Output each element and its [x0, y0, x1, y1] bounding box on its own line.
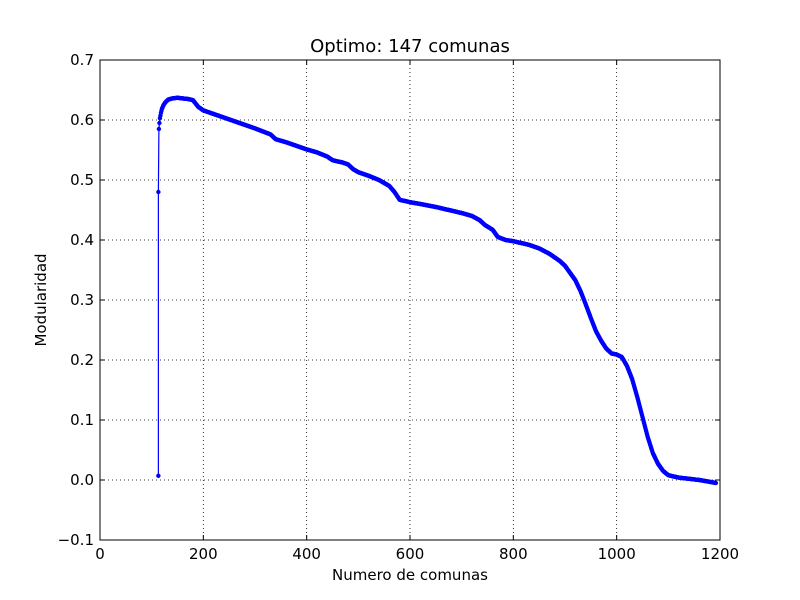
y-tick-label: 0.3: [70, 291, 94, 309]
x-tick-label: 0: [95, 545, 105, 563]
grid: [100, 60, 720, 540]
y-tick-label: 0.2: [70, 351, 94, 369]
x-tick-label: 400: [292, 545, 321, 563]
data-point: [156, 189, 161, 195]
y-tick-label: −0.1: [58, 531, 94, 549]
y-tick-label: 0.6: [70, 111, 94, 129]
x-tick-label: 600: [396, 545, 425, 563]
data-point: [713, 480, 719, 486]
x-tick-label: 1200: [701, 545, 739, 563]
ticks: [99, 59, 721, 541]
data-point: [156, 126, 162, 132]
series-layer: [156, 95, 719, 486]
y-tick-label: 0.7: [70, 51, 94, 69]
data-point: [157, 120, 162, 126]
x-tick-label: 200: [189, 545, 218, 563]
y-tick-label: 0.4: [70, 231, 94, 249]
x-axis-label: Numero de comunas: [332, 566, 488, 584]
data-point: [156, 473, 161, 478]
y-tick-label: 0.0: [70, 471, 94, 489]
chart-title: Optimo: 147 comunas: [310, 36, 510, 57]
y-tick-label: 0.1: [70, 411, 94, 429]
x-tick-label: 1000: [598, 545, 636, 563]
x-tick-label: 800: [499, 545, 528, 563]
y-axis-label: Modularidad: [32, 253, 50, 346]
y-tick-label: 0.5: [70, 171, 94, 189]
tick-labels: 0 200 400 600 800 1000 1200 −0.1 0.0 0.1 0.2 0.3 0.4…: [58, 51, 740, 563]
